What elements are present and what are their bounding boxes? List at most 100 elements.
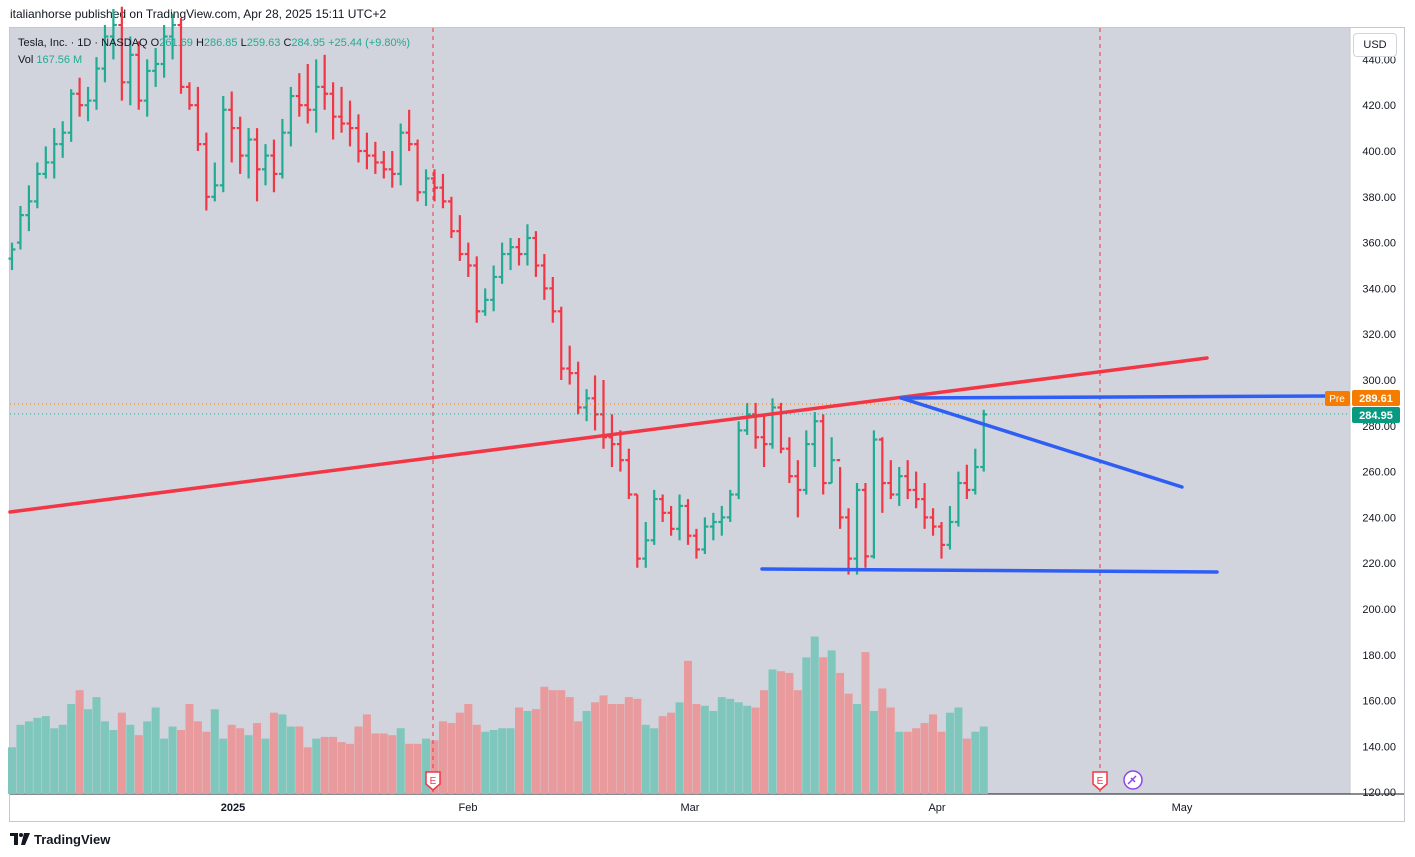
price-tick-label: 120.00 <box>1362 787 1396 799</box>
volume-bar <box>582 710 591 794</box>
volume-bar <box>278 714 287 794</box>
earnings-marker-apr[interactable]: E <box>1092 771 1108 791</box>
price-bar <box>591 375 599 431</box>
price-bar <box>33 162 41 209</box>
time-axis-ticks: 2025 Feb Mar Apr May <box>221 802 1193 814</box>
volume-bar <box>734 702 743 794</box>
price-bar <box>126 36 134 106</box>
price-bar <box>473 256 481 323</box>
price-bar <box>709 512 717 541</box>
footer-brand[interactable]: TradingView <box>10 830 110 848</box>
volume-bar <box>286 726 295 794</box>
price-bar <box>549 276 557 323</box>
volume-bar <box>979 726 988 794</box>
volume-bar <box>168 726 177 794</box>
price-bar <box>870 430 878 559</box>
high-label: H <box>195 37 204 49</box>
price-tick-label: 400.00 <box>1362 146 1396 158</box>
price-bar <box>278 118 286 179</box>
volume-bar <box>869 710 878 794</box>
high-value: 286.85 <box>203 37 238 49</box>
price-bar <box>515 238 523 266</box>
volume-bar <box>650 728 659 794</box>
volume-bar <box>422 738 431 794</box>
price-bar <box>152 47 160 87</box>
volume-bar <box>67 704 76 794</box>
volume-bar <box>945 712 954 794</box>
volume-bar <box>16 724 25 794</box>
currency-button[interactable]: USD <box>1353 33 1397 57</box>
volume-bar <box>236 728 245 794</box>
volume-bar <box>269 712 278 794</box>
price-tick-label: 220.00 <box>1362 558 1396 570</box>
resistance-line-blue <box>899 394 1334 400</box>
price-bar <box>8 242 16 271</box>
time-tick-label: Apr <box>928 802 945 814</box>
volume-bar <box>523 710 532 794</box>
price-bar <box>828 437 836 485</box>
volume-bar <box>50 728 59 794</box>
price-bar <box>895 467 903 506</box>
volume-bar <box>565 697 574 794</box>
price-bar <box>177 18 185 94</box>
volume-bar <box>751 707 760 794</box>
price-bar <box>684 499 692 545</box>
publisher-line: italianhorse published on TradingView.co… <box>10 7 387 21</box>
earnings-marker-jan[interactable]: E <box>425 771 441 791</box>
price-bar <box>819 414 827 495</box>
price-bar <box>431 169 438 202</box>
volume-label: Vol <box>18 54 34 66</box>
price-bar <box>650 489 658 545</box>
price-bar <box>321 54 329 110</box>
volume-bar <box>861 652 870 794</box>
price-bar <box>845 508 853 575</box>
price-bar <box>583 389 591 422</box>
price-tick-label: 320.00 <box>1362 329 1396 341</box>
volume-bar <box>371 733 380 794</box>
volume-bar <box>616 704 625 794</box>
price-bar <box>338 86 346 133</box>
volume-bar <box>337 742 346 794</box>
price-bar <box>414 139 422 202</box>
volume-bar <box>667 712 676 794</box>
volume-bar <box>692 704 701 794</box>
price-bar <box>946 505 954 550</box>
price-bar <box>464 242 472 277</box>
volume-bar <box>253 723 262 794</box>
price-bar <box>228 91 236 163</box>
open-label: O <box>150 37 160 49</box>
price-bar <box>633 493 641 568</box>
price-bar <box>490 265 498 312</box>
volume-bar <box>599 695 608 794</box>
event-icon[interactable] <box>1123 770 1143 790</box>
price-bar <box>118 6 126 101</box>
time-tick-label: Feb <box>459 802 478 814</box>
volume-bar <box>827 650 836 794</box>
low-label: L <box>240 37 247 49</box>
volume-bar <box>607 704 616 794</box>
price-bar <box>752 402 760 449</box>
price-bar <box>659 494 667 522</box>
price-bar <box>481 288 489 316</box>
symbol-name[interactable]: Tesla, Inc. · 1D · NASDAQ <box>18 37 148 49</box>
volume-bar <box>658 716 667 794</box>
volume-bar <box>8 747 16 794</box>
volume-bar <box>709 710 718 794</box>
price-tick-label: 440.00 <box>1362 54 1396 66</box>
volume-bar <box>481 731 490 794</box>
volume-bar <box>312 738 321 794</box>
volume-bar <box>971 731 980 794</box>
volume-bar <box>768 669 777 794</box>
price-bar <box>405 109 413 151</box>
price-bar <box>329 82 337 140</box>
chart-frame <box>9 27 1405 822</box>
volume-bar <box>489 729 498 794</box>
volume-bar <box>498 728 507 794</box>
volume-bar <box>24 721 33 794</box>
volume-bar <box>633 698 642 794</box>
price-tick-label: 280.00 <box>1362 421 1396 433</box>
price-bar <box>887 460 895 500</box>
rising-trendline-red <box>8 356 1209 514</box>
volume-bar <box>557 690 566 794</box>
